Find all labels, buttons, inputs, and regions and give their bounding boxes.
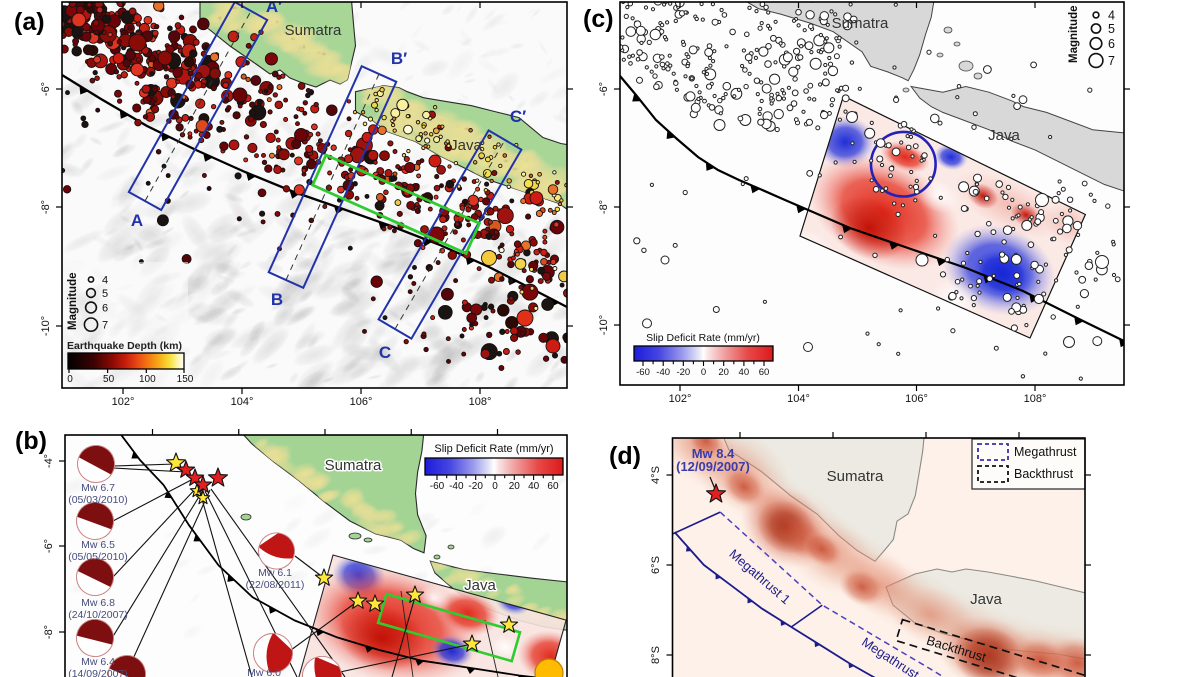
svg-text:C: C (379, 343, 391, 362)
svg-text:Java: Java (988, 127, 1020, 144)
svg-text:(12/09/2007): (12/09/2007) (676, 459, 750, 474)
svg-text:-40: -40 (449, 481, 464, 492)
svg-text:60: 60 (759, 367, 770, 378)
svg-text:(d): (d) (609, 442, 641, 470)
svg-text:106°: 106° (905, 393, 928, 405)
svg-text:104°: 104° (787, 393, 810, 405)
svg-text:-6°: -6° (43, 539, 55, 553)
svg-text:0: 0 (67, 374, 73, 385)
svg-text:5: 5 (1108, 22, 1115, 36)
svg-text:Mw 6.1: Mw 6.1 (258, 567, 292, 579)
svg-text:6: 6 (1108, 37, 1115, 51)
svg-text:Java: Java (970, 591, 1002, 608)
svg-text:Mw 6.5: Mw 6.5 (81, 539, 115, 551)
svg-text:-8°: -8° (598, 200, 610, 214)
svg-text:(05/05/2010): (05/05/2010) (68, 551, 128, 563)
svg-text:-20: -20 (676, 367, 690, 378)
svg-text:104°: 104° (231, 396, 254, 408)
svg-text:108°: 108° (469, 396, 492, 408)
svg-text:Sumatra: Sumatra (285, 22, 342, 39)
svg-text:5: 5 (102, 288, 108, 300)
svg-text:Mw 6.0: Mw 6.0 (247, 667, 281, 677)
svg-text:Megathrust: Megathrust (1014, 445, 1077, 459)
svg-text:-60: -60 (430, 481, 445, 492)
svg-text:B: B (271, 290, 283, 309)
svg-text:100: 100 (139, 374, 156, 385)
svg-text:60: 60 (547, 481, 559, 492)
svg-text:Magnitude: Magnitude (1068, 6, 1080, 64)
svg-text:106°: 106° (350, 396, 373, 408)
svg-text:0: 0 (492, 481, 498, 492)
svg-text:Magnitude: Magnitude (67, 273, 79, 331)
svg-text:(24/10/2007): (24/10/2007) (68, 609, 128, 621)
svg-text:6°S: 6°S (650, 556, 662, 574)
svg-text:8°S: 8°S (650, 646, 662, 664)
svg-text:Mw 8.4: Mw 8.4 (692, 446, 735, 461)
svg-text:Slip Deficit Rate (mm/yr): Slip Deficit Rate (mm/yr) (646, 332, 760, 344)
svg-text:-6°: -6° (598, 82, 610, 96)
svg-text:-10°: -10° (598, 315, 610, 335)
svg-text:50: 50 (103, 374, 115, 385)
svg-text:-10°: -10° (40, 316, 52, 336)
svg-text:(05/03/2010): (05/03/2010) (68, 494, 128, 506)
svg-text:-8°: -8° (40, 200, 52, 214)
svg-text:7: 7 (1108, 54, 1115, 68)
svg-text:Slip Deficit Rate (mm/yr): Slip Deficit Rate (mm/yr) (434, 443, 553, 455)
svg-text:Mw 6.7: Mw 6.7 (81, 482, 115, 494)
svg-text:Mw 6.4: Mw 6.4 (81, 656, 115, 668)
svg-text:0: 0 (701, 367, 706, 378)
svg-text:(c): (c) (583, 5, 614, 33)
svg-text:C′: C′ (510, 107, 526, 126)
svg-text:-8°: -8° (43, 625, 55, 639)
svg-text:-6°: -6° (40, 82, 52, 96)
svg-text:40: 40 (528, 481, 540, 492)
svg-text:-40: -40 (656, 367, 670, 378)
svg-text:108°: 108° (1024, 393, 1047, 405)
svg-text:A′: A′ (266, 0, 282, 16)
svg-text:150: 150 (177, 374, 194, 385)
svg-text:7: 7 (102, 320, 108, 332)
svg-text:40: 40 (739, 367, 750, 378)
svg-text:Java: Java (464, 577, 496, 594)
svg-text:Sumatra: Sumatra (827, 468, 884, 485)
svg-text:4: 4 (102, 275, 108, 287)
svg-text:(22/08/2011): (22/08/2011) (246, 579, 305, 591)
svg-text:(14/09/2007): (14/09/2007) (68, 668, 128, 677)
svg-text:4°S: 4°S (650, 466, 662, 484)
svg-text:Java: Java (450, 137, 482, 154)
svg-text:102°: 102° (669, 393, 692, 405)
svg-text:B′: B′ (391, 49, 407, 68)
svg-text:-20: -20 (468, 481, 483, 492)
svg-text:20: 20 (718, 367, 729, 378)
svg-text:Sumatra: Sumatra (325, 457, 382, 474)
svg-text:Earthquake Depth (km): Earthquake Depth (km) (67, 340, 182, 352)
svg-text:Sumatra: Sumatra (832, 15, 889, 32)
svg-text:A: A (131, 211, 143, 230)
svg-text:Mw 6.8: Mw 6.8 (81, 597, 115, 609)
svg-text:6: 6 (102, 303, 108, 315)
svg-text:(a): (a) (14, 8, 45, 36)
svg-text:(b): (b) (15, 427, 47, 455)
svg-text:Backthrust: Backthrust (1014, 467, 1074, 481)
svg-text:-4°: -4° (43, 454, 55, 468)
svg-text:-60: -60 (636, 367, 650, 378)
svg-text:4: 4 (1108, 9, 1115, 23)
svg-text:102°: 102° (112, 396, 135, 408)
svg-text:20: 20 (509, 481, 521, 492)
